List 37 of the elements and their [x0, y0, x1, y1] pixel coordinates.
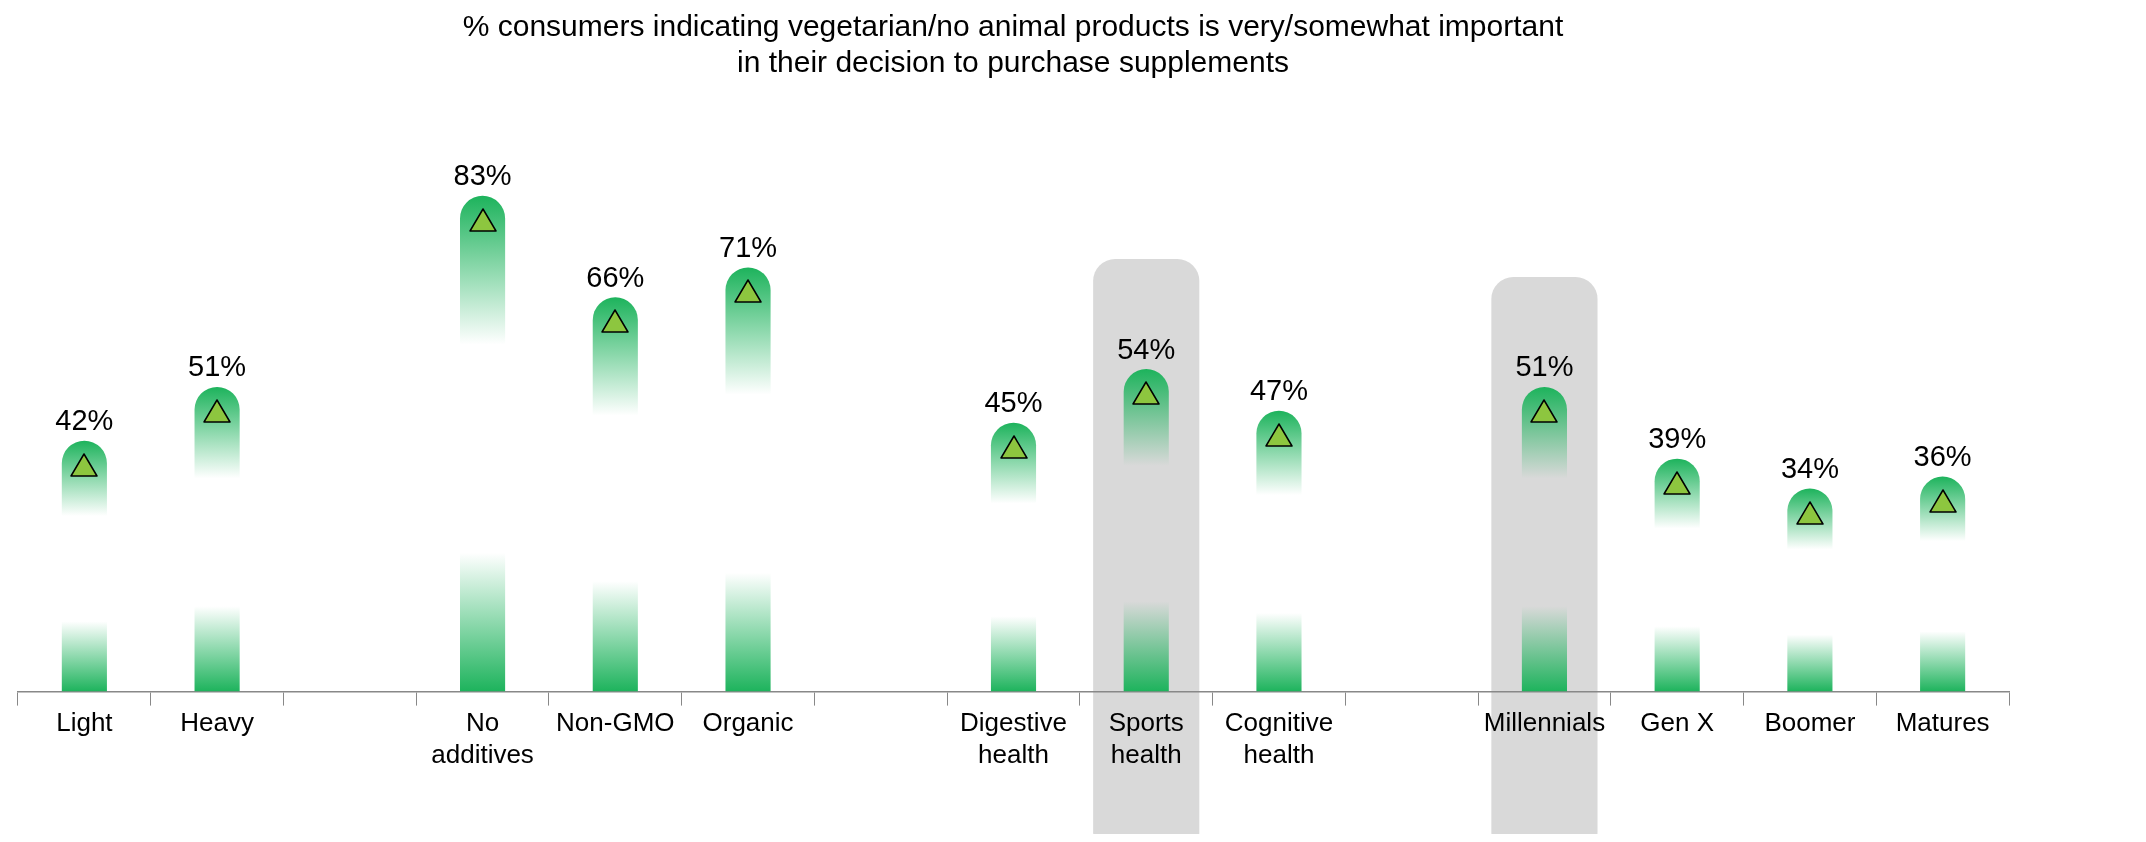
data-label: 66%	[586, 260, 645, 293]
data-label: 47%	[1249, 374, 1308, 407]
data-label: 83%	[453, 159, 512, 192]
bar	[61, 440, 107, 692]
bar	[1123, 369, 1169, 692]
bar	[725, 267, 771, 692]
data-label: 34%	[1780, 452, 1839, 485]
bar	[1654, 458, 1700, 692]
bar	[1256, 410, 1302, 692]
data-label: 51%	[1515, 350, 1574, 383]
x-tick-label: Sports health	[1108, 707, 1184, 769]
bar	[460, 195, 506, 692]
data-label: 39%	[1648, 422, 1707, 455]
x-tick-label: Digestive health	[960, 707, 1067, 769]
x-tick-label: Heavy	[180, 707, 254, 738]
data-label: 45%	[984, 386, 1043, 419]
data-label: 42%	[55, 404, 114, 437]
bar	[1787, 488, 1833, 692]
x-tick-label: Cognitive health	[1224, 707, 1334, 769]
x-tick-label: Organic	[702, 707, 794, 738]
bar	[1920, 476, 1966, 692]
x-tick-label: No additives	[431, 707, 534, 769]
bar	[1521, 386, 1567, 692]
x-tick-label: Non-GMO	[556, 707, 675, 738]
data-label: 36%	[1913, 440, 1972, 473]
x-tick-label: Boomer	[1764, 707, 1856, 738]
x-tick-label: Light	[56, 707, 114, 738]
bar	[194, 386, 240, 692]
x-tick-label: Gen X	[1640, 707, 1715, 738]
data-label: 54%	[1117, 332, 1176, 365]
x-tick-label: Matures	[1895, 707, 1990, 738]
chart-title: % consumers indicating vegetarian/no animal products is very/somewhat important in their decision to purchase supplements	[461, 8, 1565, 80]
bar	[990, 422, 1037, 692]
data-label: 71%	[719, 230, 778, 263]
data-label: 51%	[188, 350, 247, 383]
bar	[592, 297, 638, 692]
x-tick-label: Millennials	[1483, 707, 1606, 738]
